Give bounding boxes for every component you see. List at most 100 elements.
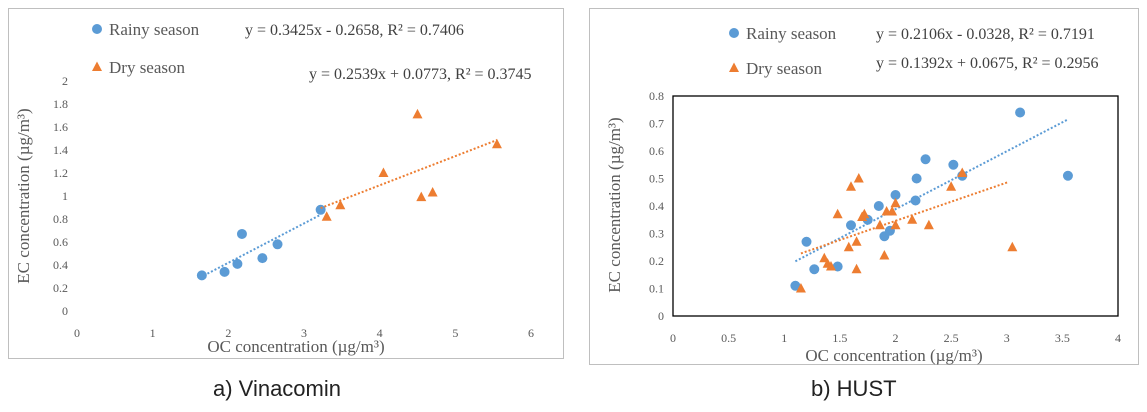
- dry-season-point: [851, 236, 862, 246]
- legend-label: Dry season: [746, 59, 823, 78]
- y-tick-label: 0.6: [649, 144, 664, 158]
- dry-season-point: [923, 219, 934, 230]
- regression-equation: y = 0.2539x + 0.0773, R² = 0.3745: [309, 66, 532, 83]
- dry-season-point: [795, 283, 806, 293]
- trendline-dry: [800, 180, 1010, 255]
- dry-season-point: [879, 250, 890, 260]
- x-tick-label: 3: [301, 326, 307, 340]
- y-tick-label: 0.5: [649, 172, 664, 186]
- y-tick-label: 0.2: [649, 254, 664, 268]
- rainy-season-point: [910, 195, 921, 206]
- regression-equation: y = 0.1392x + 0.0675, R² = 0.2956: [876, 55, 1099, 72]
- y-tick-label: 0: [658, 309, 664, 323]
- dry-season-point: [321, 211, 332, 221]
- rainy-season-point: [315, 204, 326, 215]
- y-tick-label: 0.3: [649, 227, 664, 241]
- dry-season-point: [843, 241, 854, 252]
- dry-season-point: [378, 167, 389, 177]
- legend-label: Rainy season: [109, 20, 200, 39]
- dry-season-point: [957, 167, 968, 177]
- dry-season-point: [859, 208, 870, 219]
- dry-season-point: [412, 108, 423, 119]
- chart-vinacomin-svg: 0 0.2 0.4 0.6 0.8 1 1.2 1.4 1.6 1.8 2 0 1 2 3 4 5 6 OC con…: [14, 20, 534, 356]
- legend-label: Dry season: [109, 58, 186, 77]
- dry-season-point: [335, 199, 346, 210]
- caption-vinacomin: a) Vinacomin: [213, 376, 341, 401]
- x-tick-label: 1: [781, 331, 787, 345]
- dry-season-point: [832, 208, 843, 219]
- rainy-season-point: [1015, 107, 1026, 118]
- caption-hust: b) HUST: [811, 376, 897, 401]
- dry-season-point: [491, 138, 502, 149]
- trendline-dry: [320, 139, 498, 210]
- x-tick-label: 1.5: [832, 331, 847, 345]
- dry-season-point: [825, 261, 836, 271]
- y-tick-label: 0.8: [649, 89, 664, 103]
- rainy-season-point: [890, 190, 901, 200]
- dry-season-point: [946, 181, 957, 191]
- dry-season-point: [1007, 241, 1018, 252]
- chart-hust-svg: 0 0.1 0.2 0.3 0.4 0.5 0.6 0.7 0.8 0 0.5 1 1.5 2 2.5 3 3.…: [605, 24, 1121, 365]
- x-tick-label: 2.5: [944, 331, 959, 345]
- x-tick-label: 0: [74, 326, 80, 340]
- rainy-season-point: [920, 154, 931, 165]
- y-tick-label: 1: [62, 189, 68, 203]
- dry-season-point: [851, 263, 862, 274]
- dry-season-point: [874, 219, 885, 230]
- regression-equation: y = 0.3425x - 0.2658, R² = 0.7406: [245, 22, 464, 39]
- rainy-season-point: [911, 173, 922, 184]
- legend-marker-rainy: [92, 24, 102, 34]
- regression-equation: y = 0.2106x - 0.0328, R² = 0.7191: [876, 26, 1095, 43]
- y-tick-label: 0.4: [53, 258, 68, 272]
- x-tick-label: 3.5: [1055, 331, 1070, 345]
- rainy-season-point: [809, 264, 820, 275]
- x-tick-label: 2: [225, 326, 231, 340]
- dry-season-point: [887, 206, 898, 216]
- y-axis-label: EC concentration (µg/m³): [605, 117, 624, 292]
- y-tick-label: 0.8: [53, 212, 68, 226]
- legend-marker-dry: [729, 62, 739, 72]
- dry-season-point: [890, 197, 901, 208]
- y-tick-label: 0.2: [53, 281, 68, 295]
- rainy-season-point: [196, 270, 207, 281]
- y-tick-label: 0.1: [649, 282, 664, 296]
- rainy-season-point: [801, 236, 812, 247]
- legend-marker-dry: [92, 61, 102, 71]
- dry-season-point: [907, 214, 918, 224]
- x-tick-label: 2: [893, 331, 899, 345]
- rainy-season-point: [272, 239, 283, 250]
- x-tick-label: 4: [377, 326, 383, 340]
- y-tick-label: 1.8: [53, 97, 68, 111]
- y-tick-label: 0.7: [649, 117, 664, 131]
- rainy-season-point: [846, 220, 856, 231]
- plot-area-frame: [672, 95, 1119, 317]
- dry-season-point: [853, 173, 864, 183]
- x-tick-label: 1: [150, 326, 156, 340]
- dry-season-point: [846, 181, 856, 191]
- rainy-season-point: [236, 228, 247, 239]
- x-tick-label: 4: [1115, 331, 1121, 345]
- rainy-season-point: [257, 253, 268, 264]
- x-tick-label: 0.5: [721, 331, 736, 345]
- x-axis-label: OC concentration (µg/m³): [207, 337, 384, 356]
- dry-season-point: [890, 219, 901, 230]
- y-tick-label: 0.6: [53, 235, 68, 249]
- x-tick-label: 3: [1004, 331, 1010, 345]
- trendline-rainy: [199, 213, 322, 279]
- rainy-season-point: [1062, 170, 1073, 181]
- dry-season-point: [427, 187, 438, 197]
- y-tick-label: 2: [62, 74, 68, 88]
- rainy-season-point: [232, 258, 243, 269]
- y-tick-label: 0.4: [649, 199, 664, 213]
- rainy-season-point: [219, 266, 230, 277]
- x-tick-label: 6: [528, 326, 534, 340]
- rainy-season-point: [790, 280, 801, 291]
- x-tick-label: 0: [670, 331, 676, 345]
- x-axis-label: OC concentration (µg/m³): [805, 346, 982, 365]
- y-tick-label: 1.4: [53, 143, 68, 157]
- rainy-season-point: [948, 159, 959, 170]
- y-tick-label: 1.2: [53, 166, 68, 180]
- y-tick-label: 1.6: [53, 120, 68, 134]
- dry-season-point: [416, 191, 427, 202]
- x-tick-label: 5: [452, 326, 458, 340]
